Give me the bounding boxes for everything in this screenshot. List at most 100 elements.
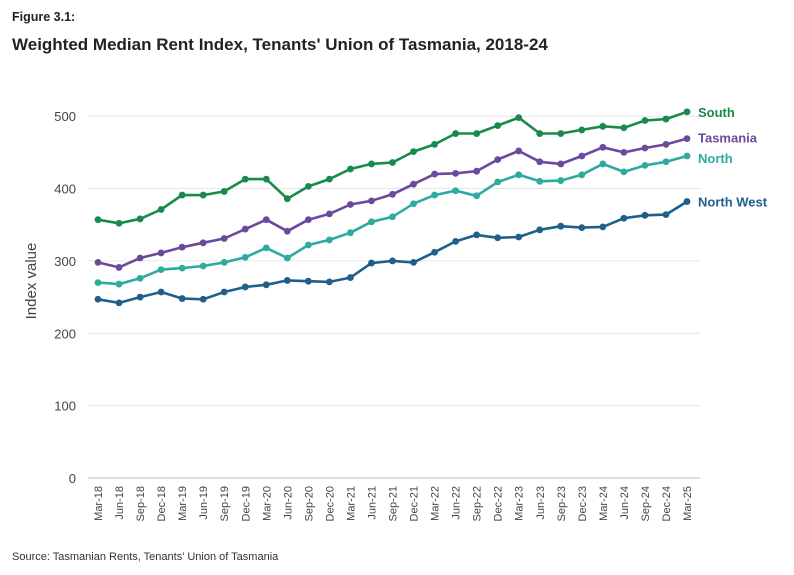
data-point xyxy=(620,168,628,176)
data-point xyxy=(452,169,460,177)
data-point xyxy=(578,224,586,232)
series-label: North West xyxy=(698,195,768,210)
data-point xyxy=(199,239,207,247)
data-point xyxy=(241,175,249,183)
data-point xyxy=(283,277,291,284)
data-point xyxy=(599,143,607,151)
y-tick-label: 100 xyxy=(54,399,76,414)
data-point xyxy=(452,130,460,137)
data-point xyxy=(220,235,228,242)
data-point xyxy=(515,114,523,122)
data-point xyxy=(283,254,291,262)
x-tick-label: Mar-20 xyxy=(261,486,273,521)
source-note: Source: Tasmanian Rents, Tenants' Union … xyxy=(12,551,279,563)
data-point xyxy=(368,218,375,226)
data-point xyxy=(304,216,312,224)
x-tick-label: Mar-21 xyxy=(345,486,357,521)
data-point xyxy=(178,243,186,251)
x-tick-label: Mar-24 xyxy=(598,486,610,521)
data-point xyxy=(536,158,544,166)
data-point xyxy=(599,122,607,130)
data-point xyxy=(662,158,670,166)
data-point xyxy=(178,295,186,302)
data-point xyxy=(199,262,207,270)
data-point xyxy=(494,234,502,242)
x-tick-label: Jun-23 xyxy=(535,486,547,520)
data-point xyxy=(620,214,628,222)
x-tick-label: Mar-19 xyxy=(177,486,189,521)
data-point xyxy=(178,264,186,272)
data-point xyxy=(283,227,291,235)
data-point xyxy=(262,175,270,183)
data-point xyxy=(599,223,607,231)
data-point xyxy=(115,299,123,307)
data-point xyxy=(599,160,607,168)
data-point xyxy=(241,283,249,291)
data-point xyxy=(452,187,460,195)
data-point xyxy=(199,295,207,303)
data-point xyxy=(389,159,396,166)
x-tick-label: Jun-20 xyxy=(282,486,294,520)
series-label: North xyxy=(698,151,733,166)
data-point xyxy=(389,257,396,265)
x-tick-label: Sep-22 xyxy=(472,486,484,521)
data-point xyxy=(557,222,565,230)
data-point xyxy=(115,264,123,271)
data-point xyxy=(683,198,691,205)
data-point xyxy=(325,278,333,286)
data-point xyxy=(410,258,417,266)
x-tick-label: Dec-19 xyxy=(240,486,252,521)
data-point xyxy=(115,219,123,227)
data-point xyxy=(199,191,207,199)
data-point xyxy=(473,231,481,239)
data-point xyxy=(662,211,670,218)
y-tick-label: 400 xyxy=(54,182,76,197)
x-tick-label: Dec-20 xyxy=(324,486,336,521)
x-tick-label: Mar-18 xyxy=(93,486,105,521)
data-point xyxy=(347,201,354,208)
series-south: South xyxy=(94,105,735,227)
data-point xyxy=(368,197,375,205)
data-point xyxy=(94,258,102,266)
series-tasmania: Tasmania xyxy=(94,131,758,271)
data-point xyxy=(157,206,165,213)
data-point xyxy=(410,148,417,156)
y-axis: 0 100 200 300 400 500 xyxy=(54,109,700,486)
data-point xyxy=(515,171,523,179)
data-point xyxy=(662,115,670,123)
data-point xyxy=(641,161,649,169)
data-point xyxy=(641,117,649,124)
series-north-west: North West xyxy=(94,195,768,307)
data-point xyxy=(473,167,481,175)
data-point xyxy=(389,190,396,198)
data-point xyxy=(304,241,312,249)
data-point xyxy=(368,259,375,267)
series-label: Tasmania xyxy=(698,131,758,146)
x-tick-label: Dec-18 xyxy=(156,486,168,521)
data-point xyxy=(662,141,670,148)
y-tick-label: 0 xyxy=(69,471,76,486)
data-point xyxy=(557,177,565,184)
data-point xyxy=(578,126,586,134)
data-point xyxy=(283,195,291,203)
data-point xyxy=(578,171,586,179)
data-point xyxy=(515,233,523,241)
data-point xyxy=(136,215,144,223)
x-tick-label: Sep-23 xyxy=(556,486,568,521)
series-layer: South Tasmania North North West xyxy=(94,105,768,307)
data-point xyxy=(683,135,691,143)
data-point xyxy=(683,152,691,160)
data-point xyxy=(473,192,481,200)
data-point xyxy=(157,266,165,273)
data-point xyxy=(431,191,438,199)
data-point xyxy=(494,178,502,186)
data-point xyxy=(515,147,523,155)
data-point xyxy=(262,281,270,289)
data-point xyxy=(410,200,417,208)
data-point xyxy=(431,141,438,148)
data-point xyxy=(94,279,102,287)
data-point xyxy=(683,108,691,116)
data-point xyxy=(410,180,417,188)
x-tick-label: Dec-23 xyxy=(577,486,589,521)
